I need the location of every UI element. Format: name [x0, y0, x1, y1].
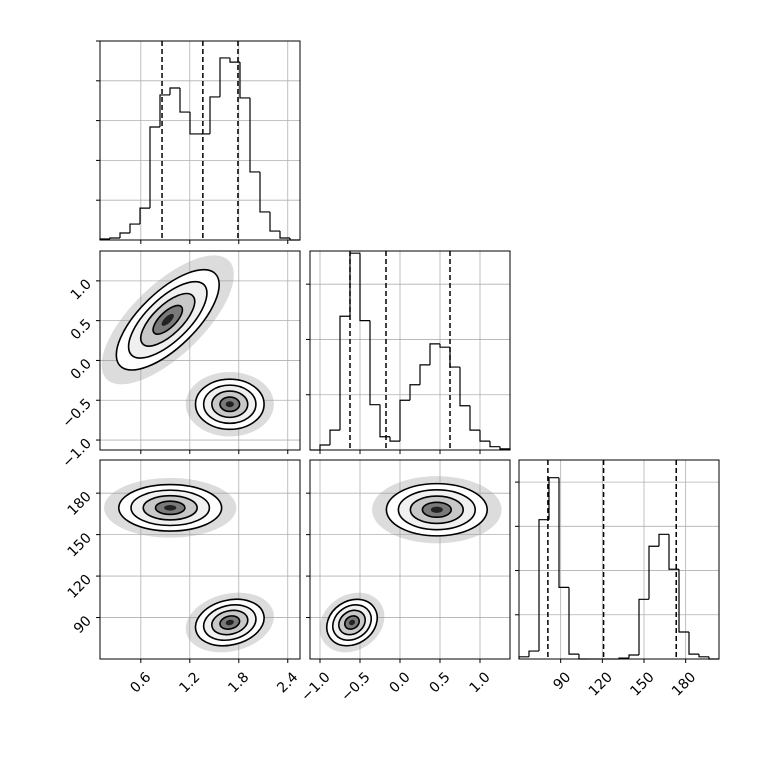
histogram-bin: [439, 343, 450, 348]
histogram-bin: [409, 384, 420, 401]
histogram-bin: [209, 96, 220, 134]
histogram-bin: [658, 533, 669, 547]
x-tick-label: 1.0: [467, 669, 494, 696]
histogram-bin: [538, 519, 549, 652]
histogram-bin: [139, 207, 150, 225]
x-tick-label: 0.5: [427, 669, 454, 696]
histogram-bin: [479, 430, 490, 442]
histogram-bin: [329, 429, 340, 446]
histogram-bin: [678, 569, 689, 633]
histogram-bin: [159, 94, 170, 127]
histogram-bin: [688, 632, 699, 655]
histogram-bin: [119, 232, 130, 239]
y-tick-label: 150: [65, 530, 95, 560]
y-tick-label: −0.5: [59, 396, 94, 431]
histogram-bin: [219, 57, 230, 97]
histogram-bin: [399, 399, 410, 442]
x-tick-label: 1.8: [225, 669, 252, 696]
histogram-bin: [419, 364, 430, 385]
y-tick-label: 90: [71, 613, 95, 637]
contour: [430, 506, 443, 513]
histogram-bin: [339, 315, 350, 431]
histogram-bin: [249, 97, 260, 173]
contour: [225, 401, 234, 408]
histogram-bin: [668, 534, 679, 570]
panel-frame: [99, 40, 301, 241]
histogram-bin: [578, 654, 589, 660]
histogram-bin: [189, 112, 200, 135]
histogram-bin: [179, 87, 190, 113]
x-tick-label: 2.4: [274, 669, 301, 696]
histogram-bin: [568, 587, 579, 655]
contour: [225, 619, 234, 626]
x-tick-label: 180: [669, 669, 699, 699]
histogram-bin: [169, 87, 180, 95]
histogram-bin: [459, 367, 470, 407]
histogram-bin: [269, 211, 280, 232]
histogram-bin: [319, 444, 330, 450]
histogram-bin: [109, 237, 120, 240]
x-tick-label: −0.5: [338, 669, 373, 704]
panel-frame: [309, 250, 511, 451]
histogram-bin: [489, 441, 500, 448]
y-tick-label: 0.5: [68, 316, 95, 343]
histogram-bin: [558, 477, 569, 588]
contour: [349, 619, 356, 626]
histogram-bin: [389, 436, 400, 442]
histogram-bin: [239, 62, 250, 99]
histogram-bin: [628, 654, 639, 659]
histogram-bin: [429, 343, 440, 365]
histogram-bin: [648, 545, 659, 600]
density: [101, 255, 274, 437]
x-tick-label: 0.6: [127, 669, 154, 696]
panel-frame: [518, 459, 720, 660]
contour: [164, 505, 177, 511]
panel-frame: [99, 250, 301, 451]
contour: [161, 313, 174, 326]
histogram-bin: [359, 253, 370, 322]
histogram-bin: [638, 598, 649, 656]
x-tick-label: 1.2: [176, 669, 203, 696]
y-tick-label: −1.0: [59, 436, 94, 471]
histogram-bin: [469, 405, 480, 431]
y-tick-label: 180: [65, 489, 95, 519]
histogram-bin: [548, 477, 559, 520]
panel-frame: [99, 459, 301, 660]
histogram-bin: [259, 171, 270, 213]
y-tick-label: 120: [65, 572, 95, 602]
histogram-bin: [449, 347, 460, 368]
x-tick-label: 0.0: [387, 669, 414, 696]
histogram-bin: [229, 57, 240, 63]
histogram-bin: [528, 650, 539, 657]
histogram-bin: [279, 231, 290, 239]
x-tick-label: −1.0: [298, 669, 333, 704]
histogram-bin: [149, 126, 160, 209]
x-tick-label: 150: [627, 669, 657, 699]
density: [104, 477, 274, 653]
y-tick-label: 0.0: [68, 356, 95, 383]
histogram-bin: [698, 654, 709, 658]
histogram-bin: [369, 320, 380, 406]
panel-frame: [309, 459, 511, 660]
x-tick-label: 120: [586, 669, 616, 699]
x-tick-label: 90: [550, 669, 574, 693]
histogram-bin: [379, 404, 390, 438]
histogram-bin: [349, 252, 360, 317]
density: [319, 476, 502, 653]
y-tick-label: 1.0: [68, 276, 95, 303]
histogram-bin: [129, 223, 140, 234]
